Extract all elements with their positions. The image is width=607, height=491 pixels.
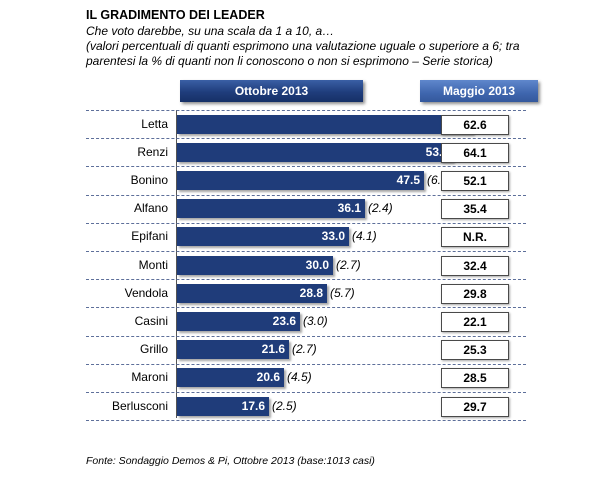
category-label: Monti: [138, 258, 168, 272]
bar-value-label: 56.9: [177, 115, 469, 134]
row-separator: [86, 166, 526, 167]
row-separator: [86, 138, 526, 139]
bar: [177, 256, 333, 275]
unknown-percent-label: (3.0): [303, 314, 328, 328]
bar: [177, 227, 349, 246]
previous-value-box: 29.7: [441, 397, 509, 417]
row-separator: [86, 279, 526, 280]
unknown-percent-label: (2.5): [272, 399, 297, 413]
previous-value-box: 62.6: [441, 115, 509, 135]
row-separator: [86, 223, 526, 224]
bar: [177, 340, 289, 359]
bar: [177, 143, 453, 162]
row-separator: [86, 392, 526, 393]
unknown-percent-label: (5.7): [330, 286, 355, 300]
column-header-current: Ottobre 2013: [180, 80, 363, 102]
row-separator: [86, 420, 526, 421]
previous-value-box: 28.5: [441, 368, 509, 388]
chart-subtitle-line-2: (valori percentuali di quanti esprimono …: [86, 39, 520, 53]
bar-value-label: 21.6: [261, 342, 285, 356]
column-header-previous: Maggio 2013: [420, 80, 538, 102]
previous-value-box: 32.4: [441, 256, 509, 276]
bar: [177, 199, 365, 218]
category-label: Casini: [134, 314, 168, 328]
source-note: Fonte: Sondaggio Demos & Pi, Ottobre 201…: [86, 455, 375, 467]
chart-axis-line: [176, 110, 177, 418]
unknown-percent-label: (4.5): [287, 370, 312, 384]
row-separator: [86, 110, 526, 111]
row-separator: [86, 307, 526, 308]
chart-subtitle-line-3: parentesi la % di quanti non li conoscon…: [86, 54, 493, 68]
category-label: Bonino: [130, 173, 168, 187]
chart-subtitle-line-1: Che voto darebbe, su una scala da 1 a 10…: [86, 24, 335, 38]
previous-value-box: 29.8: [441, 284, 509, 304]
bar: [177, 397, 269, 416]
bar-value-label: 17.6: [241, 399, 265, 413]
bar-value-label: 23.6: [272, 314, 296, 328]
previous-value-box: 35.4: [441, 199, 509, 219]
bar: [177, 171, 424, 190]
category-label: Grillo: [139, 342, 168, 356]
unknown-percent-label: (4.1): [352, 229, 377, 243]
previous-value-box: 22.1: [441, 312, 509, 332]
unknown-percent-label: (2.4): [368, 201, 393, 215]
bar: [177, 312, 300, 331]
bar-value-label: 47.5: [396, 173, 420, 187]
row-separator: [86, 336, 526, 337]
unknown-percent-label: (2.7): [292, 342, 317, 356]
category-label: Letta: [141, 117, 168, 131]
row-separator: [86, 251, 526, 252]
bar-value-label: 30.0: [305, 258, 329, 272]
previous-value-box: N.R.: [441, 227, 509, 247]
bar-value-label: 36.1: [337, 201, 361, 215]
chart-title: IL GRADIMENTO DEI LEADER: [86, 8, 265, 22]
bar-value-label: 53.1: [425, 145, 449, 159]
category-label: Maroni: [131, 370, 168, 384]
previous-value-box: 25.3: [441, 340, 509, 360]
bar-value-label: 33.0: [321, 229, 345, 243]
bar: [177, 284, 327, 303]
category-label: Vendola: [124, 286, 168, 300]
bar: [177, 368, 284, 387]
bar-value-label: 20.6: [256, 370, 280, 384]
previous-value-box: 52.1: [441, 171, 509, 191]
bar-value-label: 28.8: [299, 286, 323, 300]
bar: [177, 115, 473, 134]
row-separator: [86, 364, 526, 365]
category-label: Renzi: [137, 145, 168, 159]
category-label: Alfano: [133, 201, 168, 215]
row-separator: [86, 195, 526, 196]
previous-value-box: 64.1: [441, 143, 509, 163]
category-label: Epifani: [131, 229, 168, 243]
category-label: Berlusconi: [111, 399, 168, 413]
unknown-percent-label: (2.7): [336, 258, 361, 272]
